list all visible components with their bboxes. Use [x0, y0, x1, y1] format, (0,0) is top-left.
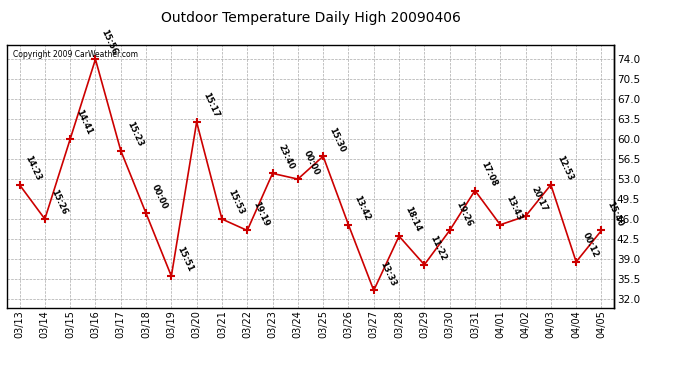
Text: 12:53: 12:53 [555, 154, 575, 182]
Text: Outdoor Temperature Daily High 20090406: Outdoor Temperature Daily High 20090406 [161, 11, 460, 25]
Text: 00:12: 00:12 [580, 231, 600, 259]
Text: 13:42: 13:42 [353, 194, 372, 222]
Text: 15:51: 15:51 [175, 245, 195, 273]
Text: 15:23: 15:23 [125, 120, 144, 148]
Text: 15:40: 15:40 [606, 200, 625, 228]
Text: 15:17: 15:17 [201, 91, 220, 119]
Text: 15:56: 15:56 [99, 28, 119, 57]
Text: 15:30: 15:30 [327, 126, 347, 153]
Text: Copyright 2009 CarWeather.com: Copyright 2009 CarWeather.com [13, 50, 138, 59]
Text: 15:26: 15:26 [49, 188, 68, 216]
Text: 23:40: 23:40 [277, 142, 296, 171]
Text: 13:33: 13:33 [378, 260, 397, 288]
Text: 00:00: 00:00 [150, 183, 170, 211]
Text: 19:26: 19:26 [454, 200, 473, 228]
Text: 11:22: 11:22 [428, 234, 448, 262]
Text: 13:43: 13:43 [504, 194, 524, 222]
Text: 14:41: 14:41 [75, 108, 94, 136]
Text: 14:23: 14:23 [23, 154, 43, 182]
Text: 17:08: 17:08 [479, 160, 498, 188]
Text: 20:17: 20:17 [530, 186, 549, 213]
Text: 15:53: 15:53 [226, 188, 246, 216]
Text: 19:19: 19:19 [251, 200, 271, 228]
Text: 18:14: 18:14 [403, 206, 423, 233]
Text: 00:00: 00:00 [302, 148, 322, 176]
